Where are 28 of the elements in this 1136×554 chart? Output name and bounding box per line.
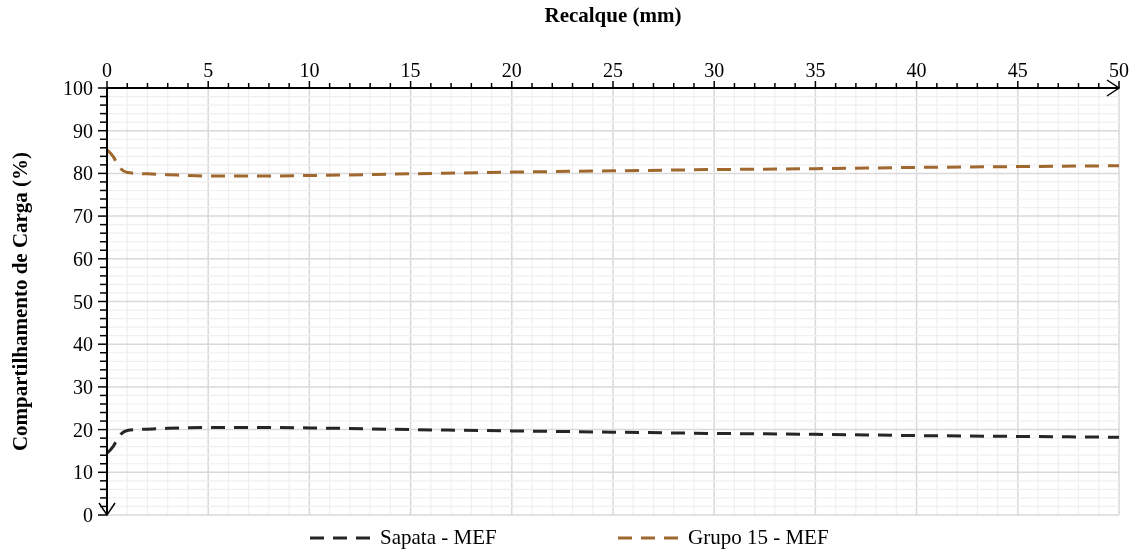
- y-tick-label: 60: [73, 247, 93, 270]
- legend-label: Sapata - MEF: [380, 525, 497, 549]
- x-tick-label: 15: [400, 59, 421, 81]
- x-tick-label: 5: [203, 59, 214, 81]
- y-tick-label: 20: [73, 418, 93, 441]
- y-tick-label: 10: [73, 461, 93, 484]
- x-tick-label: 50: [1109, 59, 1129, 81]
- x-tick-label: 0: [102, 59, 112, 81]
- y-tick-label: 50: [73, 290, 93, 313]
- line-series: [105, 425, 1121, 455]
- x-tick-label: 35: [805, 59, 826, 81]
- y-tick-label: 70: [73, 205, 93, 228]
- y-tick-label: 0: [83, 504, 93, 526]
- y-tick-label: 80: [73, 162, 93, 185]
- y-tick-label: 40: [73, 333, 93, 356]
- x-axis-title: Recalque (mm): [544, 3, 682, 27]
- x-tick-label: 10: [299, 59, 320, 81]
- legend-label: Grupo 15 - MEF: [688, 525, 829, 549]
- line-series: [105, 148, 1121, 178]
- y-tick-label: 100: [63, 77, 93, 99]
- x-tick-label: 40: [906, 59, 927, 81]
- x-tick-label: 45: [1007, 59, 1028, 81]
- y-tick-label: 30: [73, 375, 93, 398]
- y-axis-title: Compartilhamento de Carga (%): [8, 151, 32, 452]
- x-tick-label: 20: [501, 59, 522, 81]
- x-tick-label: 30: [704, 59, 725, 81]
- y-tick-label: 90: [73, 119, 93, 142]
- x-tick-label: 25: [603, 59, 623, 81]
